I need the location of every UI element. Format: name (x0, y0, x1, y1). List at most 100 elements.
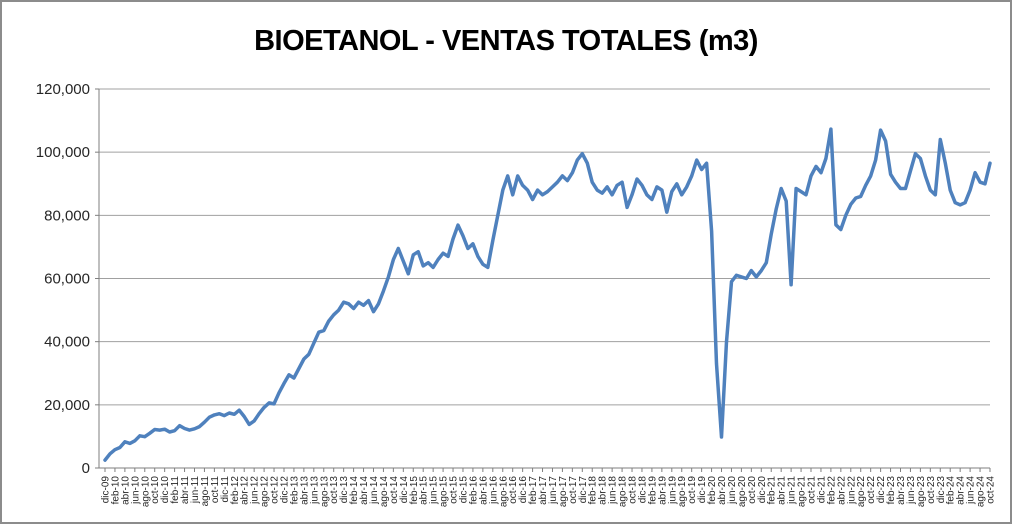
x-tick-label: abr-19 (657, 476, 668, 505)
x-tick-label: abr-22 (836, 476, 847, 505)
x-tick-label: jun-20 (727, 476, 738, 505)
x-tick-label: ago-21 (797, 476, 808, 508)
x-tick-label: jun-12 (250, 476, 261, 505)
x-tick-label: feb-21 (767, 476, 778, 505)
x-tick-label: oct-17 (568, 476, 579, 504)
x-tick-label: abr-17 (538, 476, 549, 505)
x-tick-label: jun-24 (966, 476, 977, 505)
x-tick-label: jun-10 (130, 476, 141, 505)
chart-title: BIOETANOL - VENTAS TOTALES (m3) (254, 25, 758, 57)
x-tick-label: dic-15 (458, 476, 469, 504)
x-tick-label: ago-11 (200, 476, 211, 507)
y-tick-label: 100,000 (36, 144, 90, 161)
x-tick-label: dic-12 (279, 476, 290, 504)
y-tick-label: 60,000 (44, 271, 90, 288)
x-tick-label: dic-09 (101, 476, 112, 504)
x-tick-label: feb-20 (707, 476, 718, 505)
x-tick-label: oct-24 (986, 476, 997, 504)
x-tick-label: abr-15 (419, 476, 430, 505)
x-tick-label: dic-11 (220, 476, 231, 503)
x-tick-label: ago-24 (976, 476, 987, 508)
x-tick-label: ago-10 (140, 476, 151, 508)
x-tick-label: ago-15 (439, 476, 450, 508)
series-line (103, 127, 992, 462)
x-tick-label: abr-20 (717, 476, 728, 505)
x-tick-label: dic-20 (757, 476, 768, 504)
x-tick-label: abr-24 (956, 476, 967, 505)
x-tick-label: feb-14 (349, 476, 360, 505)
x-tick-label: feb-22 (826, 476, 837, 505)
x-tick-label: dic-16 (518, 476, 529, 504)
x-tick-label: feb-18 (588, 476, 599, 505)
x-tick-label: ago-16 (498, 476, 509, 508)
x-tick-label: feb-24 (946, 476, 957, 505)
x-tick-label: abr-14 (359, 476, 370, 505)
x-tick-label: jun-21 (787, 476, 798, 505)
x-tick-label: feb-16 (468, 476, 479, 505)
x-tick-label: dic-13 (339, 476, 350, 504)
x-tick-label: feb-12 (230, 476, 241, 505)
x-tick-label: feb-11 (170, 476, 181, 504)
x-tick-label: abr-11 (180, 476, 191, 505)
x-tick-label: ago-17 (558, 476, 569, 508)
x-tick-label: ago-19 (677, 476, 688, 508)
x-tick-label: dic-17 (578, 476, 589, 504)
x-tick-label: oct-18 (628, 476, 639, 504)
x-tick-label: dic-14 (399, 476, 410, 504)
x-tick-label: jun-18 (608, 476, 619, 505)
x-tick-label: oct-10 (150, 476, 161, 504)
x-tick-label: ago-22 (856, 476, 867, 508)
x-tick-label: feb-23 (886, 476, 897, 505)
x-tick-label: dic-18 (637, 476, 648, 504)
x-tick-label: jun-23 (906, 476, 917, 505)
x-tick-label: ago-12 (260, 476, 271, 508)
x-tick-label: oct-23 (926, 476, 937, 504)
x-tick-label: dic-19 (697, 476, 708, 504)
x-tick-label: oct-19 (687, 476, 698, 504)
x-tick-label: feb-13 (289, 476, 300, 505)
x-tick-label: oct-21 (807, 476, 818, 504)
x-tick-label: ago-23 (916, 476, 927, 508)
x-tick-label: abr-13 (299, 476, 310, 505)
x-tick-label: ago-13 (319, 476, 330, 508)
y-tick-label: 120,000 (36, 81, 90, 98)
x-tick-label: ago-14 (379, 476, 390, 508)
y-tick-label: 80,000 (44, 207, 90, 224)
x-tick-label: jun-14 (369, 476, 380, 505)
x-tick-label: abr-23 (896, 476, 907, 505)
x-tick-label: jun-17 (548, 476, 559, 505)
x-tick-label: feb-10 (110, 476, 121, 505)
x-tick-label: dic-21 (816, 476, 827, 504)
x-tick-label: abr-12 (240, 476, 251, 505)
x-tick-label: oct-14 (389, 476, 400, 504)
x-tick-label: oct-13 (329, 476, 340, 504)
x-tick-label: abr-21 (777, 476, 788, 505)
x-tick-label: oct-20 (747, 476, 758, 504)
x-tick-label: oct-11 (210, 476, 221, 503)
x-tick-label: abr-18 (598, 476, 609, 505)
x-tick-label: jun-11 (190, 476, 201, 504)
x-tick-label: feb-17 (528, 476, 539, 505)
x-tick-label: oct-16 (508, 476, 519, 504)
x-tick-label: jun-16 (488, 476, 499, 505)
x-tick-label: dic-10 (160, 476, 171, 504)
x-tick-label: abr-10 (120, 476, 131, 505)
x-tick-label: dic-23 (936, 476, 947, 504)
y-tick-label: 40,000 (44, 334, 90, 351)
y-tick-label: 0 (82, 460, 90, 477)
x-tick-label: oct-15 (449, 476, 460, 504)
x-tick-label: oct-12 (270, 476, 281, 504)
x-tick-label: oct-22 (866, 476, 877, 504)
x-tick-label: feb-15 (409, 476, 420, 505)
x-tick-label: jun-15 (429, 476, 440, 505)
y-tick-label: 20,000 (44, 397, 90, 414)
x-tick-label: jun-13 (309, 476, 320, 505)
x-tick-label: feb-19 (647, 476, 658, 505)
x-tick-label: dic-22 (876, 476, 887, 504)
x-tick-label: abr-16 (478, 476, 489, 505)
x-tick-label: jun-19 (667, 476, 678, 505)
x-tick-label: ago-20 (737, 476, 748, 508)
x-tick-label: ago-18 (618, 476, 629, 508)
